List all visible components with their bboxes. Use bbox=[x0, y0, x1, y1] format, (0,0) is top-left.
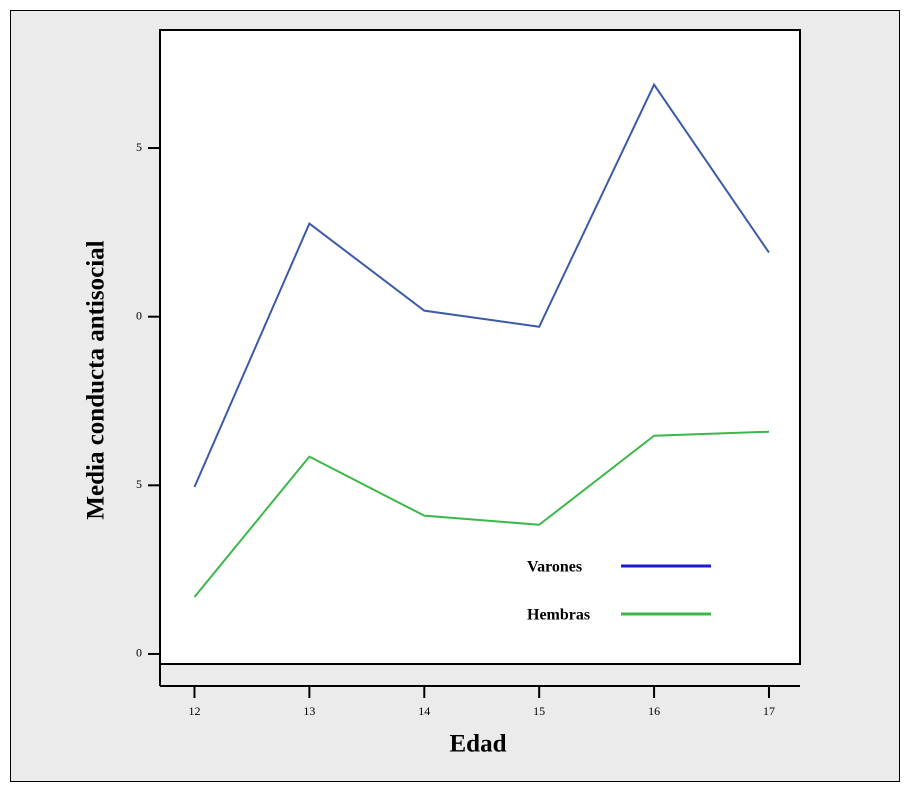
legend-label: Varones bbox=[527, 559, 582, 576]
plot-area bbox=[159, 29, 801, 665]
x-tick-label: 12 bbox=[188, 704, 200, 718]
x-axis-title: Edad bbox=[450, 731, 507, 758]
y-tick-label: 5 bbox=[136, 477, 142, 491]
series-line bbox=[193, 430, 770, 598]
x-tick-label: 15 bbox=[533, 704, 545, 718]
x-tick-label: 14 bbox=[418, 704, 430, 718]
y-tick-label: 0 bbox=[136, 308, 142, 322]
x-tick-label: 16 bbox=[648, 704, 660, 718]
series-line bbox=[193, 82, 770, 488]
y-axis-title: Media conducta antisocial bbox=[83, 240, 110, 519]
legend-label: Hembras bbox=[527, 607, 590, 624]
y-tick-label: 5 bbox=[136, 140, 142, 154]
x-tick-label: 17 bbox=[763, 704, 775, 718]
x-tick-label: 13 bbox=[303, 704, 315, 718]
y-tick-label: 0 bbox=[136, 646, 142, 660]
